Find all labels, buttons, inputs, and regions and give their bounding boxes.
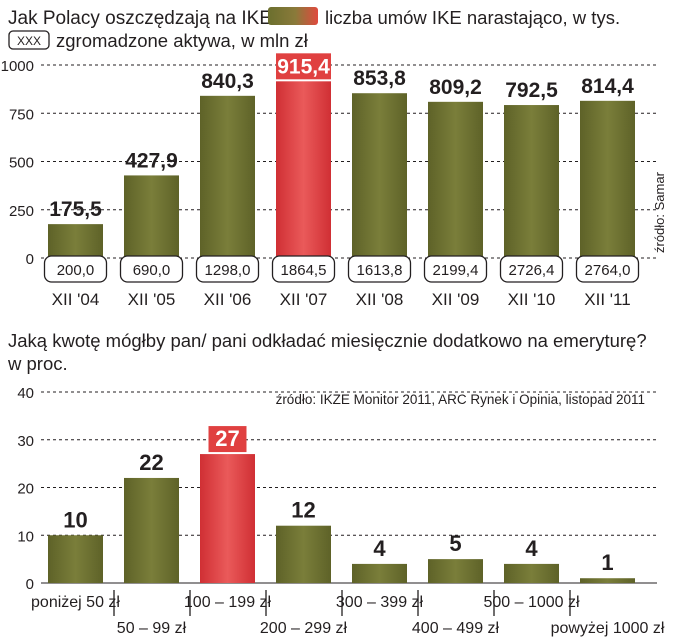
chart2-category-labels: poniżej 50 zł 50 – 99 zł 100 – 199 zł 200 –…: [31, 590, 665, 637]
legend-bar-swatch: [268, 7, 318, 25]
x-tick-label: 200 – 299 zł: [260, 620, 348, 637]
bar-value: [200, 454, 255, 583]
bar-contracts: [48, 224, 103, 258]
assets-box: [347, 255, 412, 283]
chart2-bars: 10 22 27 12 4 5 4 1: [48, 426, 635, 583]
x-tick-label: XII '09: [432, 290, 480, 309]
x-tick-label: 500 – 1000 zł: [483, 594, 580, 611]
chart2-source: źródło: IKZE Monitor 2011, ARC Rynek i O…: [276, 392, 645, 407]
bar-value-label: 853,8: [353, 67, 406, 90]
assets-value-label: 200,0: [57, 262, 95, 279]
assets-box: [499, 255, 564, 283]
bar-value-label: 4: [373, 536, 386, 561]
chart1-bars: 175,5 200,0 XII '04 427,9 690,0 XII '05 840,3 1…: [43, 53, 640, 309]
assets-value-label: 2199,4: [433, 262, 479, 279]
legend-item-contracts: liczba umów IKE narastająco, w tys.: [325, 7, 620, 28]
chart1-title: Jak Polacy oszczędzają na IKE: [8, 8, 272, 29]
legend-box-swatch: [8, 30, 50, 50]
y-tick-label: 10: [17, 528, 34, 545]
bar-contracts: [124, 175, 179, 258]
bar-value-label: 814,4: [581, 75, 634, 98]
x-tick-label: XII '11: [584, 290, 630, 309]
bar-value: [428, 559, 483, 583]
x-tick-label: XII '04: [52, 290, 100, 309]
assets-value-label: 2764,0: [585, 262, 631, 279]
x-tick-label: powyżej 1000 zł: [551, 620, 665, 637]
bar-value-label: 809,2: [429, 76, 482, 99]
chart1-source: źródło: Samar: [652, 171, 667, 253]
assets-value-label: 1298,0: [205, 262, 251, 279]
bar-value-label: 4: [525, 536, 538, 561]
y-tick-label: 250: [9, 203, 34, 220]
x-tick-label: XII '10: [508, 290, 556, 309]
assets-box: [43, 255, 108, 283]
bar-value-label: 427,9: [125, 149, 178, 172]
bar-value-label: 792,5: [505, 79, 558, 102]
y-tick-label: 30: [17, 433, 34, 450]
legend-box-text: XXX: [17, 34, 41, 48]
bar-contracts: [352, 93, 407, 258]
x-tick-label: XII '06: [204, 290, 252, 309]
bar-value: [124, 477, 179, 583]
bar-value-label: 12: [291, 498, 315, 523]
bar-contracts: [200, 95, 255, 258]
x-tick-label: 300 – 399 zł: [336, 594, 424, 611]
bar-value: [352, 563, 407, 583]
bar-value: [504, 563, 559, 583]
bar-value-label: 5: [449, 531, 461, 556]
x-tick-label: XII '08: [356, 290, 404, 309]
value-label-bg: [276, 53, 331, 80]
x-tick-label: XII '07: [280, 290, 328, 309]
assets-value-label: 2726,4: [509, 262, 555, 279]
y-tick-label: 0: [26, 251, 34, 268]
chart2-subtitle: w proc.: [7, 353, 68, 374]
bar-value: [48, 535, 103, 583]
bar-value-label: 915,4: [277, 55, 330, 78]
assets-box: [423, 255, 488, 283]
bar-contracts: [504, 105, 559, 258]
assets-value-label: 1864,5: [281, 262, 327, 279]
legend-item-assets: zgromadzone aktywa, w mln zł: [56, 30, 308, 51]
bar-value-label: 175,5: [49, 198, 102, 221]
bar-value: [580, 578, 635, 583]
x-tick-label: 50 – 99 zł: [117, 620, 187, 637]
assets-value-label: 690,0: [133, 262, 171, 279]
bar-value-label: 840,3: [201, 70, 254, 93]
y-tick-label: 0: [26, 576, 34, 593]
x-tick-label: 400 – 499 zł: [412, 620, 500, 637]
y-tick-label: 20: [17, 481, 34, 498]
y-tick-label: 1000: [1, 58, 34, 75]
bar-contracts: [428, 101, 483, 258]
assets-box: [119, 255, 184, 283]
bar-value-label: 10: [63, 507, 87, 532]
y-tick-label: 750: [9, 106, 34, 123]
x-tick-label: 100 – 199 zł: [184, 594, 272, 611]
chart2-title: Jaką kwotę mógłby pan/ pani odkładać mie…: [8, 330, 647, 351]
assets-box: [195, 255, 260, 283]
bar-contracts: [276, 81, 331, 259]
y-tick-label: 500: [9, 155, 34, 172]
y-tick-label: 40: [17, 385, 34, 402]
assets-value-label: 1613,8: [357, 262, 403, 279]
bar-value: [276, 525, 331, 583]
chart2-gridlines: 0 10 20 30 40: [17, 385, 657, 593]
bar-value-label: 1: [601, 550, 613, 575]
x-tick-label: XII '05: [128, 290, 176, 309]
x-tick-label: poniżej 50 zł: [31, 594, 120, 611]
bar-value-label: 27: [215, 426, 239, 451]
assets-box: [575, 255, 640, 283]
bar-value-label: 22: [139, 450, 163, 475]
value-label-bg: [208, 426, 247, 453]
assets-box: [271, 255, 336, 283]
bar-contracts: [580, 100, 635, 258]
